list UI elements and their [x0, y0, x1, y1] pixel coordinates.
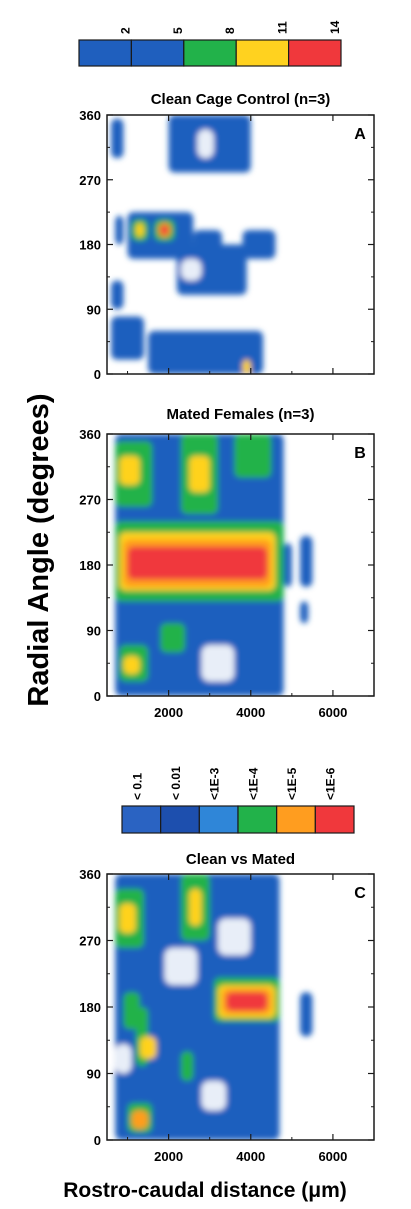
panel-letter: A	[354, 126, 366, 143]
y-tick-label: 360	[79, 108, 101, 123]
heatmap-cell	[119, 455, 140, 485]
colorbar-swatch	[237, 805, 278, 834]
heatmap-cell	[180, 1051, 194, 1081]
y-tick-label: 0	[94, 1133, 101, 1148]
colorbar-swatch	[288, 39, 342, 67]
heatmap-gap	[164, 947, 198, 985]
heatmap-cell	[139, 1036, 157, 1059]
heatmap-cell	[123, 655, 140, 675]
heatmap-layer	[115, 874, 313, 1140]
y-axis-label: Radial Angle (degrees)	[23, 393, 55, 706]
colorbar-label: <1E-4	[246, 767, 260, 800]
heatmap-cell	[234, 434, 272, 478]
heatmap-cell	[131, 1110, 149, 1129]
y-tick-label: 270	[79, 173, 101, 188]
colorbar-swatch	[183, 39, 237, 67]
x-tick-label: 6000	[318, 705, 347, 720]
heatmap-layer	[111, 115, 276, 374]
x-tick-label: 4000	[236, 705, 265, 720]
panel-letter: B	[354, 445, 366, 462]
x-axis-label: Rostro-caudal distance (μm)	[63, 1179, 347, 1202]
panel-title: Clean vs Mated	[186, 851, 295, 868]
colorbar-label: 11	[276, 21, 290, 34]
heatmap-cell	[115, 215, 124, 245]
panel-letter: C	[354, 885, 366, 902]
heatmap-cell	[189, 455, 210, 493]
heatmap-gap	[201, 645, 235, 682]
x-tick-label: 2000	[154, 705, 183, 720]
y-tick-label: 0	[94, 689, 101, 704]
heatmap-cell	[127, 546, 268, 580]
heatmap-gap	[180, 258, 202, 281]
colorbar-swatch	[130, 39, 185, 67]
heatmap-cell	[300, 535, 313, 587]
heatmap-cell	[160, 225, 169, 236]
panel-b: Mated Females (n=3) B 0 90 180 270 360 2000 4000…	[79, 406, 375, 720]
heatmap-cell	[242, 230, 276, 259]
heatmap-layer	[115, 434, 313, 696]
colorbar-label: < 0.01	[169, 766, 183, 800]
colorbar-swatch	[160, 805, 200, 834]
colorbar-bottom: < 0.1 < 0.01 <1E-3 <1E-4 <1E-5 <1E-6	[121, 766, 355, 834]
panel-title: Mated Females (n=3)	[167, 406, 315, 423]
heatmap-cell	[111, 280, 124, 310]
colorbar-swatch	[235, 39, 290, 67]
heatmap-cell	[176, 244, 247, 295]
panel-title: Clean Cage Control (n=3)	[151, 91, 331, 108]
heatmap-cell	[300, 601, 309, 624]
colorbar-label: 2	[118, 27, 132, 34]
heatmap-gap	[197, 129, 214, 159]
colorbar-label: 5	[171, 27, 185, 34]
y-tick-label: 360	[79, 427, 101, 442]
heatmap-cell	[160, 623, 186, 653]
heatmap-gap	[217, 918, 251, 956]
colorbar-label: 8	[223, 27, 237, 34]
heatmap-cell	[111, 118, 124, 159]
y-tick-label: 90	[87, 1067, 101, 1082]
heatmap-cell	[226, 992, 268, 1011]
y-tick-label: 90	[87, 302, 101, 317]
colorbar-label: <1E-6	[324, 767, 338, 800]
colorbar-swatch	[276, 805, 316, 834]
colorbar-label: <1E-3	[208, 767, 222, 800]
x-tick-label: 4000	[236, 1149, 265, 1164]
x-tick-label: 2000	[154, 1149, 183, 1164]
y-tick-label: 360	[79, 867, 101, 882]
heatmap-cell	[148, 330, 264, 374]
colorbar-swatch	[198, 805, 239, 834]
y-tick-label: 270	[79, 934, 101, 949]
y-tick-label: 270	[79, 493, 101, 508]
heatmap-cell	[189, 888, 202, 926]
y-tick-label: 180	[79, 238, 101, 253]
heatmap-cell	[283, 543, 292, 587]
y-tick-label: 180	[79, 1000, 101, 1015]
heatmap-cell	[119, 903, 136, 934]
heatmap-cell	[300, 992, 313, 1037]
y-tick-label: 90	[87, 624, 101, 639]
panel-a: Clean Cage Control (n=3) A 0 90 180 270 360	[79, 91, 375, 382]
colorbar-swatch	[78, 39, 133, 67]
colorbar-top: 2 5 8 11 14	[78, 20, 342, 67]
colorbar-label: <1E-5	[285, 767, 299, 800]
heatmap-gap	[115, 1043, 132, 1074]
colorbar-swatch	[121, 805, 162, 834]
heatmap-gap	[201, 1080, 227, 1111]
colorbar-label: 14	[328, 20, 342, 34]
y-tick-label: 180	[79, 558, 101, 573]
colorbar-label: < 0.1	[130, 773, 144, 800]
colorbar-swatch	[314, 805, 355, 834]
panel-c: Clean vs Mated C 0 90 180 270 360 2000 4000 6000	[79, 851, 375, 1164]
heatmap-cell	[135, 222, 144, 238]
x-tick-label: 6000	[318, 1149, 347, 1164]
y-tick-label: 0	[94, 367, 101, 382]
heatmap-cell	[242, 359, 251, 374]
heatmap-cell	[111, 316, 144, 360]
